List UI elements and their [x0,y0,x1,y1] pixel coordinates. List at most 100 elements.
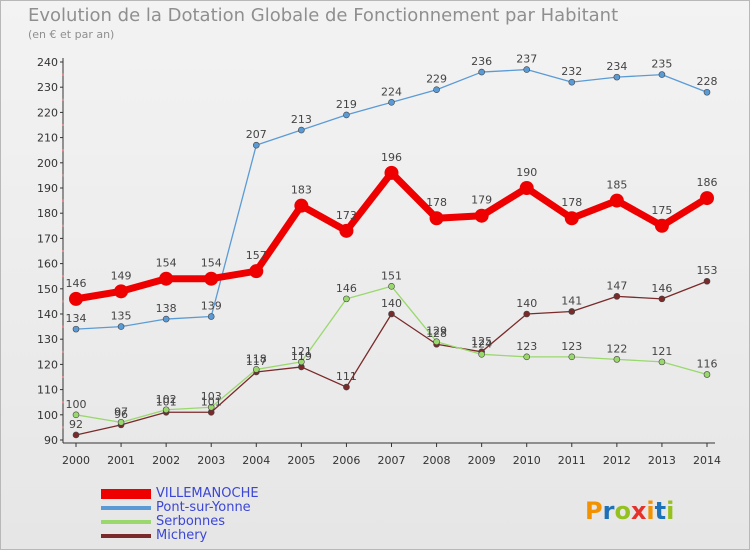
data-point [433,86,440,94]
data-point [388,310,395,318]
data-label: 92 [69,418,83,431]
y-tick-label: 200 [37,157,58,170]
data-label: 183 [291,184,312,197]
data-label: 151 [381,269,402,282]
data-point [298,126,305,134]
proxiti-logo: Proxiti [585,497,674,525]
data-point [568,308,576,315]
data-point [339,223,354,238]
data-label: 124 [471,337,492,350]
data-label: 121 [651,345,672,358]
data-label: 154 [156,257,177,270]
x-tick-label: 2003 [197,454,225,467]
data-point [519,181,534,195]
data-point [207,403,215,411]
data-point [343,383,350,391]
data-point [117,323,125,330]
data-point [658,295,666,303]
x-tick-label: 2007 [378,454,406,467]
y-tick-label: 220 [37,106,58,119]
data-point [252,141,260,149]
data-point [72,411,80,419]
data-point [117,419,125,426]
data-label: 146 [651,282,672,295]
data-label: 237 [516,53,537,66]
data-point [343,111,350,119]
legend-swatch [101,489,151,499]
y-minor-tick [62,224,64,227]
data-label: 185 [606,179,627,192]
data-label: 117 [246,355,267,368]
data-point [249,264,264,279]
y-minor-tick [62,426,64,429]
data-label: 103 [201,390,222,403]
data-point [478,68,485,76]
data-point [703,371,711,378]
data-label: 179 [471,194,492,207]
y-minor-tick [62,376,64,378]
y-tick-label: 240 [37,56,58,69]
y-minor-tick [62,275,64,278]
y-tick-label: 190 [37,182,58,195]
data-label: 173 [336,209,357,222]
data-label: 135 [111,310,132,323]
data-label: 235 [651,58,672,71]
data-label: 121 [291,345,312,358]
y-tick-label: 150 [37,283,58,296]
data-point [298,358,305,366]
legend-item: VILLEMANOCHE [101,487,259,501]
series-pont-sur-yonne [72,66,711,333]
data-label: 139 [201,300,222,313]
data-point [433,338,440,346]
data-label: 157 [246,249,267,262]
data-label: 175 [651,204,672,217]
data-labels: 92 96 101 101 117 119 111 140 128 125 140 141 147 146… [66,53,718,431]
y-minor-tick [62,325,64,328]
x-tick-label: 2008 [423,454,451,467]
y-tick-label: 120 [37,358,58,371]
data-label: 138 [156,302,177,315]
data-point [700,191,714,206]
data-label: 123 [516,340,537,353]
data-point [654,218,669,233]
legend-label: Serbonnes [156,514,226,529]
y-tick-label: 180 [37,207,58,220]
data-label: 101 [201,395,222,408]
data-point [703,88,711,96]
y-minor-tick [62,124,64,126]
legend-label: Michery [156,528,208,543]
x-tick-label: 2000 [62,454,90,467]
data-label: 228 [697,75,718,88]
chart-title: Evolution de la Dotation Globale de Fonc… [28,5,619,26]
data-label: 101 [156,395,177,408]
data-point [564,211,579,226]
x-tick-label: 2014 [693,454,721,467]
y-tick-label: 100 [37,409,58,422]
y-tick-label: 140 [37,308,58,321]
data-point [478,351,485,358]
legend-item: Michery [101,529,259,543]
data-point [207,313,215,320]
legend-label: Pont-sur-Yonne [156,500,251,515]
y-minor-tick [62,250,64,252]
data-label: 116 [697,357,718,370]
data-point [568,353,576,361]
y-tick-label: 210 [37,132,58,145]
y-minor-tick [62,199,64,202]
y-tick-label: 170 [37,232,58,245]
data-label: 149 [111,269,132,282]
legend-swatch [101,519,151,525]
data-point [613,73,621,81]
data-label: 146 [66,277,87,290]
data-label: 102 [156,393,177,406]
data-point [568,78,576,86]
data-label: 219 [336,98,357,111]
data-point [474,208,489,223]
data-point [609,193,624,208]
x-tick-label: 2001 [107,454,135,467]
data-point [613,293,621,300]
y-tick-label: 110 [37,384,58,397]
data-point [69,291,83,306]
data-point [384,165,399,180]
